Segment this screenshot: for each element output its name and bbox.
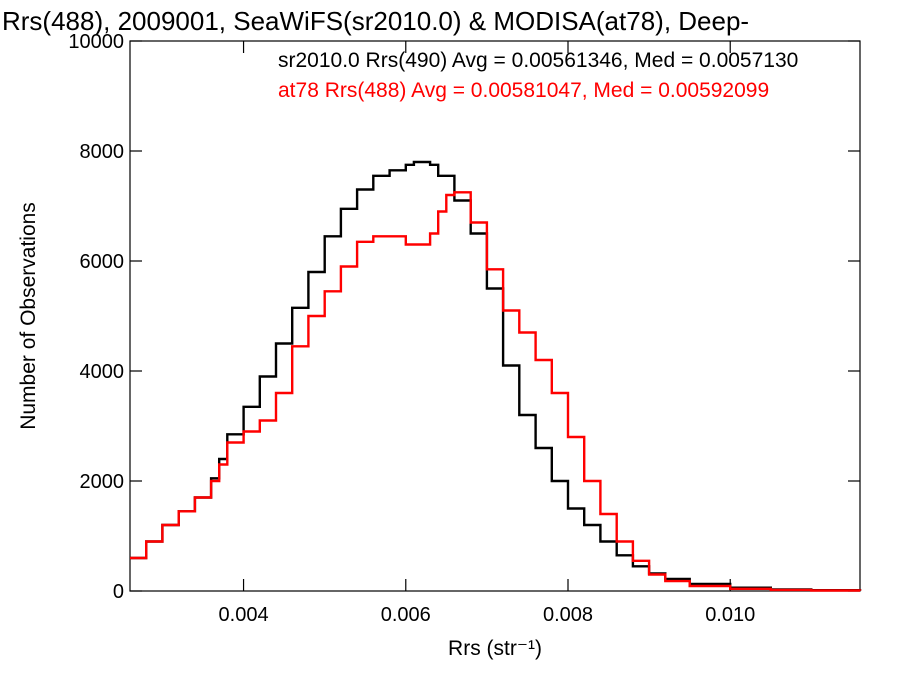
chart-title: Rrs(488), 2009001, SeaWiFS(sr2010.0) & M…: [2, 6, 749, 36]
series-line-sr2010: [130, 160, 862, 592]
legend-entry-at78: at78 Rrs(488) Avg = 0.00581047, Med = 0.…: [278, 79, 769, 102]
y-tick-label: 8000: [80, 141, 125, 163]
y-tick-label: 0: [113, 581, 124, 603]
x-axis-label: Rrs (str⁻¹): [448, 637, 542, 660]
series-layer: [130, 160, 862, 592]
x-tick-label: 0.004: [219, 604, 269, 626]
plot-frame: [129, 40, 861, 592]
y-axis: 0 2000 4000 6000 8000 10000: [68, 31, 860, 603]
x-tick-label: 0.006: [381, 604, 431, 626]
y-tick-label: 2000: [80, 471, 125, 493]
x-axis: 0.004 0.006 0.008 0.010: [219, 41, 755, 626]
x-tick-label: 0.008: [543, 604, 593, 626]
series-line-at78: [130, 191, 862, 592]
y-tick-label: 6000: [80, 251, 125, 273]
y-tick-label: 4000: [80, 361, 125, 383]
legend-entry-sr2010: sr2010.0 Rrs(490) Avg = 0.00561346, Med …: [278, 49, 798, 72]
y-axis-label: Number of Observations: [17, 202, 40, 430]
y-tick-label: 10000: [68, 31, 124, 53]
x-tick-label: 0.010: [705, 604, 755, 626]
